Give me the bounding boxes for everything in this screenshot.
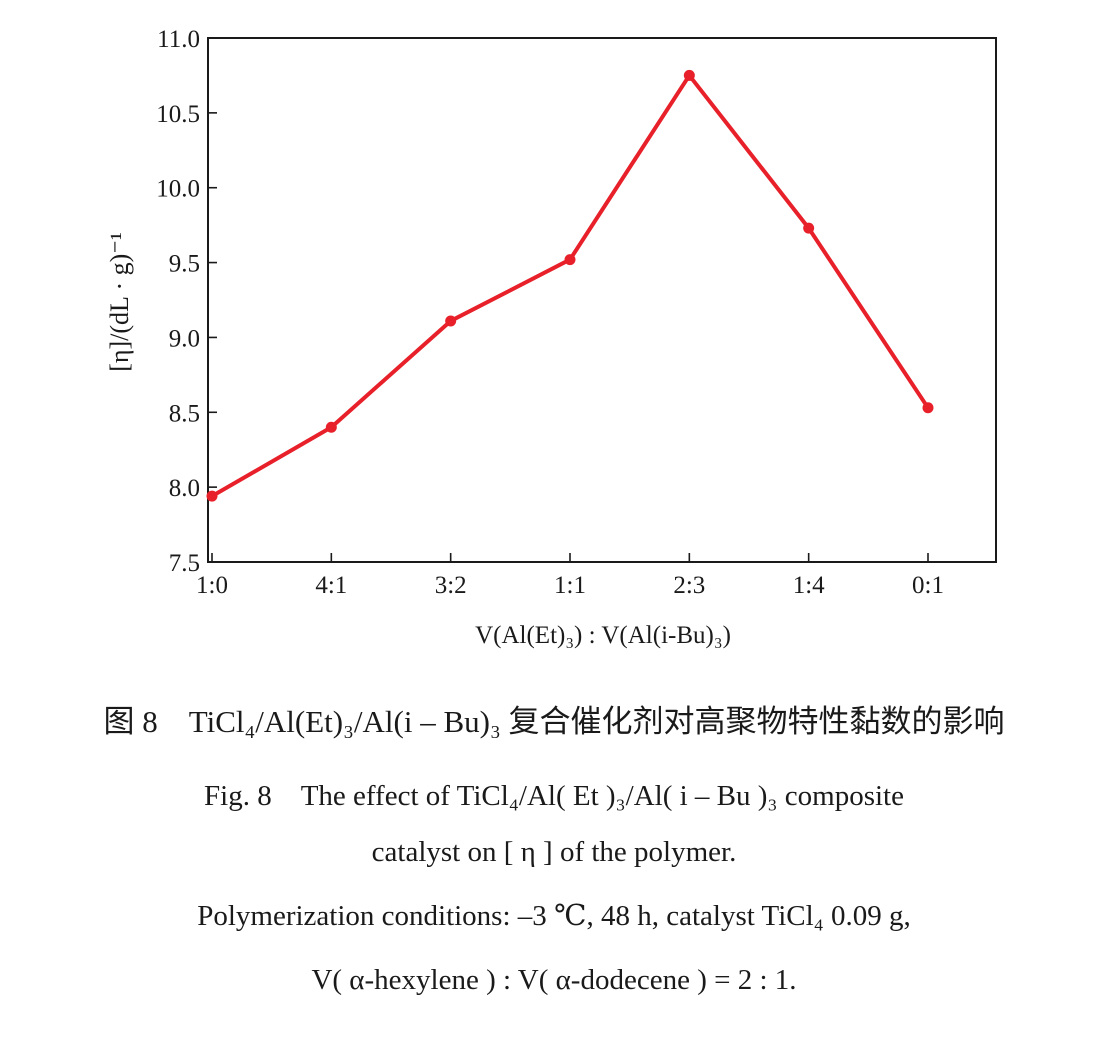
x-tick-label: 0:1 — [912, 572, 944, 599]
figure-caption-chinese: 图 8 TiCl₄/Al(Et)₃/Al(i – Bu)₃ 复合催化剂对高聚物特… — [103, 704, 1005, 739]
x-tick-label: 1:0 — [196, 572, 228, 599]
line-chart: 7.5 8.0 8.5 9.0 9.5 10.0 10.5 11.0 1:0 4:1 3:2 1:1 2… — [105, 26, 997, 649]
y-tick-label: 9.5 — [169, 251, 200, 278]
y-tick-label: 9.0 — [169, 325, 200, 352]
data-point — [325, 421, 337, 433]
y-tick-label: 10.0 — [156, 176, 200, 203]
plot-area-frame — [207, 37, 997, 563]
data-point — [683, 69, 695, 81]
data-series — [206, 69, 934, 502]
figure-caption-english-line2: catalyst on [ η ] of the polymer. — [371, 836, 737, 868]
data-point — [445, 315, 457, 327]
monomer-volume-ratio: V( α-hexylene ) : V( α-dodecene ) = 2 : … — [311, 964, 797, 996]
y-tick-label: 10.5 — [156, 101, 200, 128]
x-axis-title: V(Al(Et)₃) : V(Al(i-Bu)₃) — [475, 622, 731, 649]
data-point — [206, 490, 218, 502]
x-tick-label: 1:4 — [793, 572, 825, 599]
y-tick-label: 8.0 — [169, 475, 200, 502]
x-tick-label: 3:2 — [435, 572, 467, 599]
data-point — [803, 222, 815, 234]
series-line — [210, 73, 930, 499]
data-point — [922, 402, 934, 414]
y-tick-label: 7.5 — [169, 550, 200, 577]
x-tick-label: 4:1 — [315, 572, 347, 599]
polymerization-conditions: Polymerization conditions: –3 ℃, 48 h, c… — [197, 900, 911, 932]
y-tick-label: 11.0 — [157, 26, 200, 53]
x-tick-label: 1:1 — [554, 572, 586, 599]
x-tick-label: 2:3 — [673, 572, 705, 599]
y-tick-label: 8.5 — [169, 400, 200, 427]
y-axis-title: [η]/(dL · g)⁻¹ — [105, 232, 134, 372]
tick-labels: 7.5 8.0 8.5 9.0 9.5 10.0 10.5 11.0 1:0 4:1 3:2 1:1 2… — [156, 26, 944, 599]
axes — [207, 37, 997, 563]
figure-caption-english-line1: Fig. 8 The effect of TiCl₄/Al( Et )₃/Al(… — [204, 780, 904, 812]
data-point — [564, 254, 576, 266]
tick-marks — [208, 37, 929, 563]
